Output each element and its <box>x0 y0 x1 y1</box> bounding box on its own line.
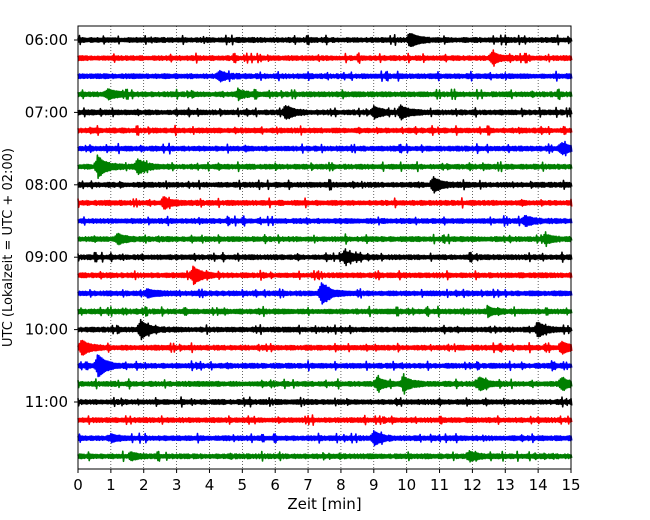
trace-0945 <box>77 304 573 319</box>
trace-0830 <box>77 214 573 228</box>
y-tick-label: 07:00 <box>25 103 68 121</box>
x-tick-label: 11 <box>430 476 449 494</box>
trace-0630 <box>77 69 573 83</box>
trace-0645 <box>77 87 573 102</box>
trace-0700 <box>77 104 573 121</box>
trace-1100 <box>77 396 573 408</box>
x-tick-label: 7 <box>303 476 313 494</box>
y-tick-label: 08:00 <box>25 176 68 194</box>
x-tick-label: 10 <box>397 476 416 494</box>
trace-0900 <box>77 248 573 267</box>
y-tick-label: 09:00 <box>25 248 68 266</box>
trace-1145 <box>77 450 573 463</box>
x-tick-label: 4 <box>205 476 215 494</box>
trace-0845 <box>77 231 573 248</box>
trace-0715 <box>77 124 573 137</box>
trace-0915 <box>77 265 573 286</box>
trace-0815 <box>77 196 573 210</box>
trace-1015 <box>77 339 573 356</box>
x-tick-label: 0 <box>73 476 83 494</box>
vertical-gridlines <box>110 26 539 469</box>
y-tick-label: 06:00 <box>25 31 68 49</box>
trace-1115 <box>77 414 573 426</box>
x-tick-label: 15 <box>561 476 580 494</box>
trace-1045 <box>77 373 573 395</box>
x-tick-label: 14 <box>529 476 548 494</box>
x-tick-label: 1 <box>106 476 116 494</box>
x-axis-label: Zeit [min] <box>287 495 361 513</box>
x-tick-label: 2 <box>139 476 149 494</box>
plot-frame <box>77 25 572 470</box>
trace-0730 <box>77 140 573 157</box>
x-tick-label: 5 <box>238 476 248 494</box>
trace-0615 <box>77 49 573 67</box>
x-tick-label: 6 <box>270 476 280 494</box>
y-tick-label: 10:00 <box>25 321 68 339</box>
plot-area-background <box>78 26 571 469</box>
x-tick-label: 8 <box>336 476 346 494</box>
trace-0930 <box>77 282 573 305</box>
trace-1130 <box>77 430 573 447</box>
trace-0800 <box>77 176 573 194</box>
x-tick-label: 9 <box>369 476 379 494</box>
y-tick-label: 11:00 <box>25 393 68 411</box>
y-axis-label: UTC (Lokalzeit = UTC + 02:00) <box>1 148 16 347</box>
trace-1030 <box>77 354 573 378</box>
x-tick-label: 12 <box>463 476 482 494</box>
trace-1000 <box>77 318 573 341</box>
x-tick-label: 13 <box>496 476 515 494</box>
x-tick-label: 3 <box>172 476 182 494</box>
seismogram-traces <box>77 33 573 463</box>
trace-0745 <box>77 154 573 179</box>
trace-0600 <box>77 33 573 47</box>
y-axis-ticks: 06:00 07:00 08:00 09:00 10:00 11:00 <box>25 31 78 411</box>
x-axis-ticks: 0 1 2 3 4 5 6 7 8 9 10 11 12 13 14 15 <box>73 469 581 494</box>
